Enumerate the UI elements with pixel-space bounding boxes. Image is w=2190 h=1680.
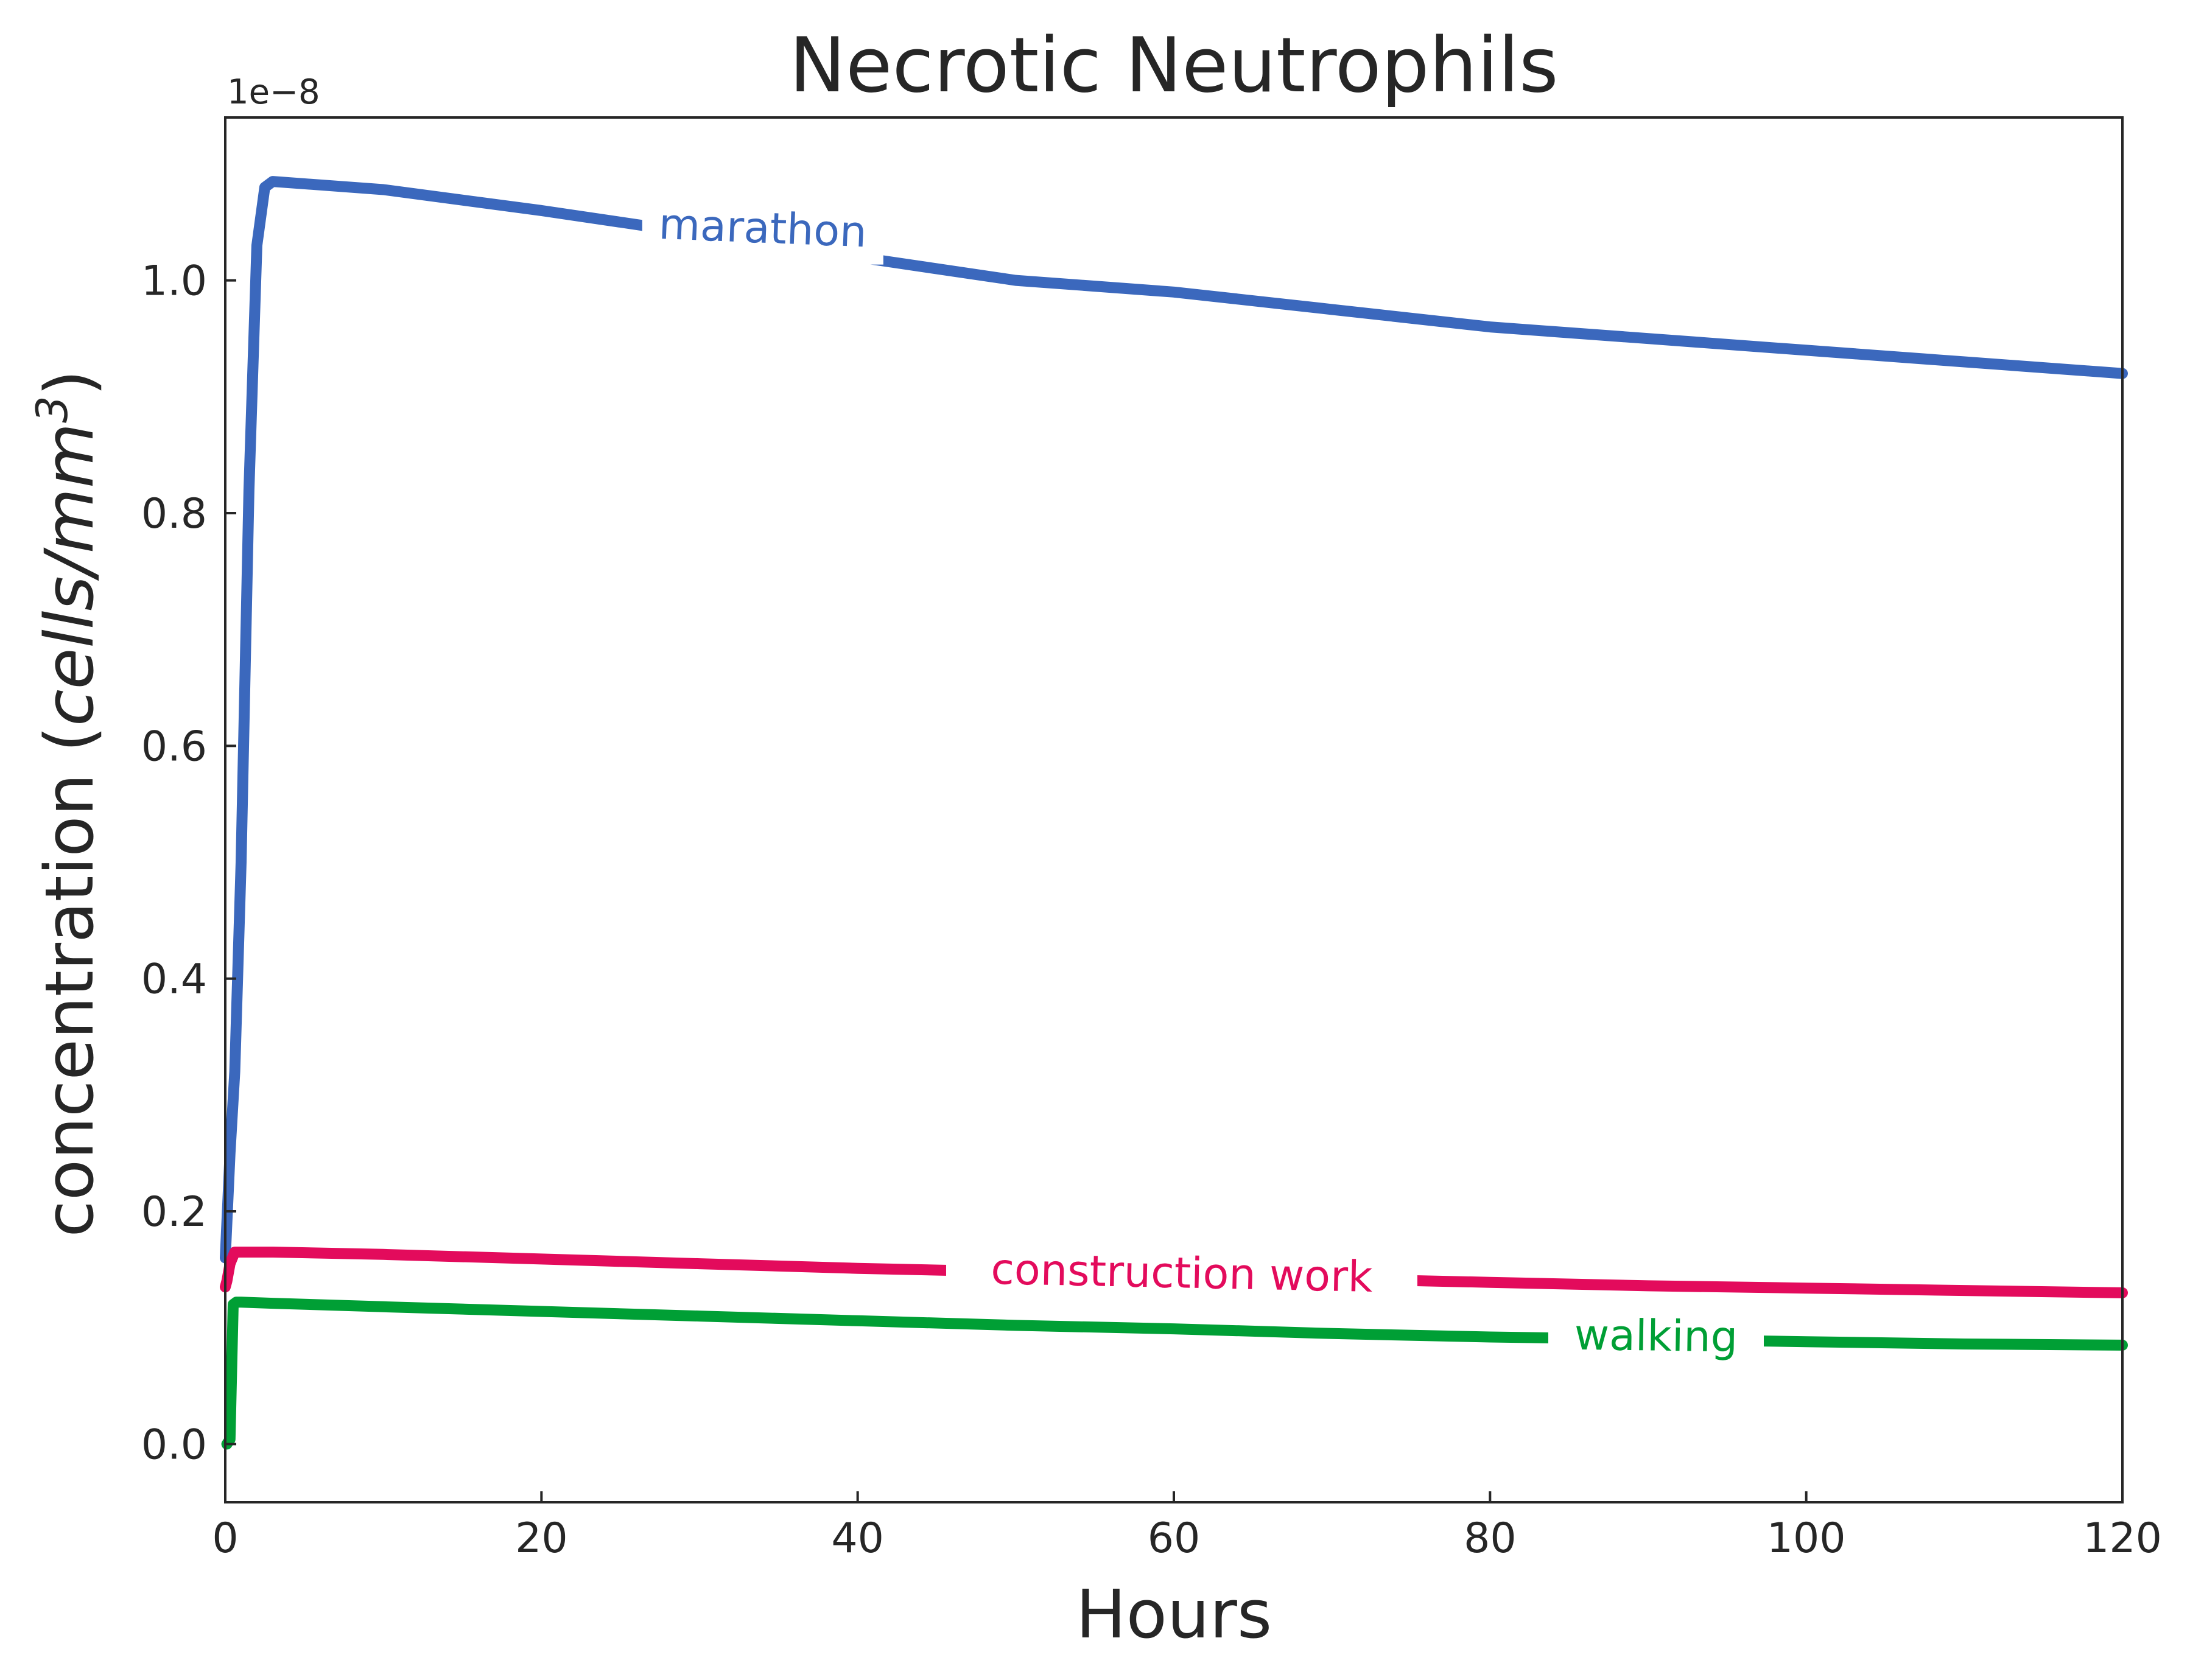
y-axis-label-suffix: ) (30, 369, 108, 396)
series-label-marathon: marathon (658, 199, 868, 257)
x-tick-label: 120 (2083, 1514, 2162, 1563)
chart-title: Necrotic Neutrophils (789, 22, 1558, 110)
series-line-marathon (220, 176, 2128, 1264)
series-layer: marathon construction work walking (220, 176, 2128, 1450)
x-tick-label: 60 (1148, 1514, 1201, 1563)
ticks-layer: 0 20 40 60 80 100 120 0.0 0.2 0.4 0.6 0.8 1.0 (141, 257, 2162, 1563)
x-tick-label: 20 (515, 1514, 568, 1563)
series-label-construction-work: construction work (991, 1244, 1374, 1302)
plot-frame (224, 116, 2124, 1503)
y-offset-label: 1e−8 (227, 72, 320, 112)
x-axis-label: Hours (1076, 1575, 1272, 1653)
y-tick-label: 0.6 (141, 723, 207, 771)
y-axis-label: concentration (cells/mm3) (27, 369, 108, 1237)
y-tick-label: 0.8 (141, 490, 207, 538)
series-line-construction-work (220, 1247, 2128, 1298)
x-tick-label: 100 (1767, 1514, 1846, 1563)
y-tick-label: 0.4 (141, 956, 207, 1004)
y-tick-label: 0.0 (141, 1421, 207, 1469)
y-axis-label-prefix: concentration ( (30, 726, 108, 1237)
x-tick-label: 40 (831, 1514, 884, 1563)
y-axis-label-unit: cells/mm (30, 423, 108, 726)
x-tick-label: 0 (212, 1514, 238, 1563)
x-tick-label: 80 (1464, 1514, 1517, 1563)
y-tick-label: 0.2 (141, 1188, 207, 1236)
y-tick-label: 1.0 (141, 257, 207, 306)
series-label-walking: walking (1574, 1310, 1738, 1362)
series-line-walking (221, 1297, 2128, 1450)
y-axis-label-superscript: 3 (27, 396, 77, 423)
